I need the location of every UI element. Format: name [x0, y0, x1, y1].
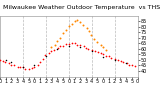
Point	[128, 64, 130, 65]
Point	[16, 66, 19, 68]
Point	[45, 55, 47, 56]
Point	[50, 46, 52, 48]
Point	[74, 21, 76, 22]
Point	[105, 55, 107, 57]
Point	[125, 63, 127, 64]
Point	[102, 56, 104, 57]
Point	[53, 49, 56, 51]
Point	[82, 46, 85, 47]
Point	[4, 61, 7, 63]
Point	[33, 65, 36, 66]
Point	[122, 62, 124, 63]
Point	[102, 47, 105, 48]
Point	[76, 20, 79, 21]
Point	[125, 63, 128, 64]
Point	[90, 50, 93, 52]
Point	[36, 64, 39, 65]
Point	[22, 66, 24, 67]
Point	[76, 44, 78, 46]
Point	[28, 68, 30, 69]
Point	[99, 45, 102, 46]
Point	[79, 46, 82, 47]
Point	[62, 33, 64, 34]
Point	[94, 51, 96, 52]
Point	[59, 46, 61, 47]
Point	[68, 44, 71, 45]
Point	[10, 62, 13, 63]
Point	[104, 49, 107, 50]
Point	[68, 45, 70, 46]
Point	[101, 54, 104, 55]
Point	[4, 59, 7, 61]
Point	[85, 27, 88, 29]
Point	[108, 56, 110, 57]
Point	[87, 31, 90, 32]
Point	[56, 48, 59, 50]
Text: Milwaukee Weather Outdoor Temperature  vs THSW Index  per Hour  (24 Hours): Milwaukee Weather Outdoor Temperature vs…	[3, 5, 160, 10]
Point	[100, 53, 102, 54]
Point	[81, 24, 84, 26]
Point	[134, 65, 136, 66]
Point	[91, 49, 93, 51]
Point	[53, 44, 56, 45]
Point	[13, 65, 16, 66]
Point	[96, 41, 98, 42]
Point	[47, 53, 50, 54]
Point	[85, 47, 87, 48]
Point	[0, 60, 1, 61]
Point	[93, 38, 95, 39]
Point	[8, 62, 10, 64]
Point	[10, 64, 12, 65]
Point	[131, 64, 133, 65]
Point	[96, 51, 99, 53]
Point	[110, 57, 113, 59]
Point	[71, 23, 73, 24]
Point	[79, 21, 82, 22]
Point	[119, 60, 122, 62]
Point	[24, 68, 27, 69]
Point	[113, 59, 116, 61]
Point	[90, 34, 93, 35]
Point	[42, 58, 44, 59]
Point	[87, 48, 90, 49]
Point	[56, 47, 59, 48]
Point	[50, 51, 52, 52]
Point	[44, 55, 47, 56]
Point	[33, 66, 36, 67]
Point	[22, 67, 24, 68]
Point	[73, 43, 76, 44]
Point	[30, 67, 33, 68]
Point	[114, 58, 116, 60]
Point	[39, 61, 41, 63]
Point	[117, 59, 119, 61]
Point	[56, 40, 58, 42]
Point	[62, 45, 64, 46]
Point	[68, 26, 71, 27]
Point	[2, 60, 5, 62]
Point	[65, 29, 67, 30]
Point	[71, 43, 73, 44]
Point	[19, 66, 21, 68]
Point	[79, 45, 81, 46]
Point	[65, 44, 68, 45]
Point	[59, 37, 62, 39]
